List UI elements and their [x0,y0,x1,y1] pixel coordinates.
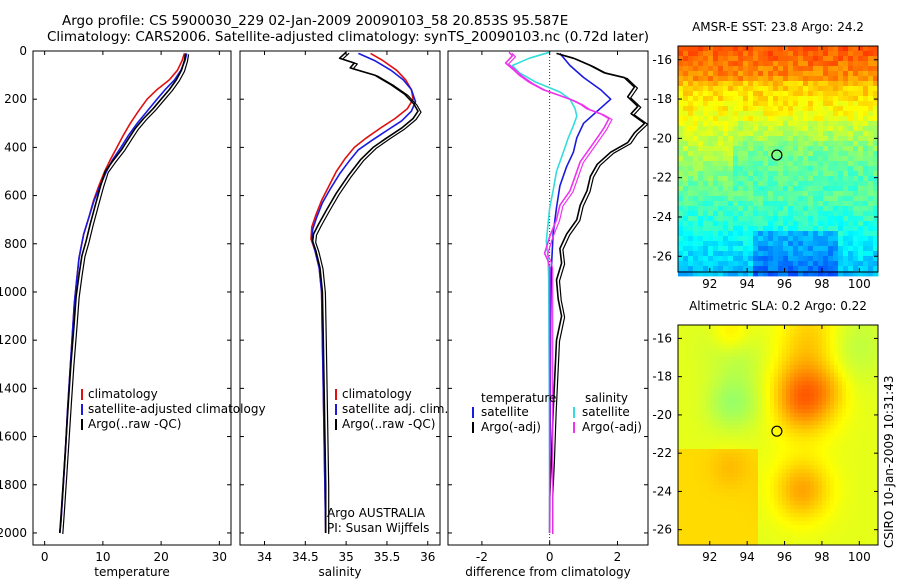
x-tick-label: 0 [41,550,49,564]
x-tick-label: 92 [702,550,717,564]
legend-entry: Argo(..raw -QC) [88,417,181,431]
chart-title-line1: Argo profile: CS 5900030_229 02-Jan-2009… [62,13,569,29]
series-line-4-dup [508,52,613,534]
x-tick-label: 30 [212,550,227,564]
chart-title-line2: Climatology: CARS2006. Satellite-adjuste… [47,29,650,45]
y-tick-label: 1600 [0,430,27,444]
legend-entry: Argo(-adj) [481,420,541,434]
map-frame [677,324,879,546]
legend-title: salinity [585,391,628,405]
x-tick-label: 2 [614,550,622,564]
series-line-2-dup [552,53,648,534]
plot-frame [447,50,649,546]
y-tick-label: 200 [4,92,27,106]
x-tick-label: 0 [546,550,554,564]
profile-panel-2: 34 34.5 35 35.5 36 salinity climatologysatelli… [239,50,448,579]
y-tick-label: -18 [652,92,672,106]
timestamp-label: CSIRO 10-Jan-2009 10:31:43 [882,375,896,548]
series-line-2 [59,53,188,534]
x-tick-label: 98 [814,277,829,291]
y-tick-label: -20 [652,408,672,422]
x-tick-label: 10 [95,550,110,564]
x-tick-label: 20 [153,550,168,564]
x-tick-label: 94 [740,277,755,291]
series-line-3-dup [62,54,190,535]
x-tick-label: 35 [338,550,353,564]
plot-frame [32,50,232,546]
series-line-1 [59,53,186,534]
y-tick-label: -22 [652,171,672,185]
y-tick-label: 2000 [0,526,27,540]
credit-text: PI: Susan Wijffels [327,521,429,535]
y-tick-label: 0 [19,44,27,58]
legend-entry: climatology [342,387,412,401]
y-tick-label: -26 [652,523,672,537]
legend-entry: satellite-adjusted climatology [88,402,266,416]
x-tick-label: 98 [814,550,829,564]
series-line-3 [511,51,578,534]
series-line-3-dup [315,52,422,534]
legend-entry: Argo(-adj) [582,420,642,434]
legend-entry: satellite adj. clim. [342,402,448,416]
series-line-2 [310,52,417,534]
y-tick-label: 800 [4,237,27,251]
profile-location-marker [771,149,783,161]
y-tick-label: -16 [652,53,672,67]
profile-panel-1: 0 10 20 30 0 200 400 600 800 1000 1200 1400 1600 1800… [0,44,266,579]
x-tick-label: 35.5 [374,550,401,564]
plot-frame [239,50,441,546]
y-tick-label: 1200 [0,333,27,347]
series-line-2 [548,52,646,533]
sst-map-panel: 92 94 96 98 100 -16 -18 -20 -22 -24 -26 AMSR-E SST:… [652,20,879,291]
map-title: Altimetric SLA: 0.2 Argo: 0.22 [689,299,867,313]
y-tick-label: 1400 [0,381,27,395]
legend-entry: climatology [88,387,158,401]
y-tick-label: -22 [652,446,672,460]
y-tick-label: -24 [652,484,672,498]
y-tick-label: 1000 [0,285,27,299]
x-axis-label: salinity [318,565,361,579]
map-frame [677,45,879,273]
x-tick-label: 94 [740,550,755,564]
x-tick-label: 96 [777,277,792,291]
legend-entry: satellite [481,405,529,419]
y-tick-label: 600 [4,189,27,203]
legend-entry: Argo(..raw -QC) [342,417,435,431]
y-tick-label: -20 [652,131,672,145]
series-line-1 [548,52,612,534]
series-line-3 [311,51,419,533]
series-line-1 [310,52,414,534]
y-tick-label: 1800 [0,478,27,492]
series-line-4 [504,51,610,533]
x-tick-label: 100 [848,277,871,291]
credit-text: Argo AUSTRALIA [327,506,426,520]
x-tick-label: 34 [257,550,272,564]
x-axis-label: temperature [94,565,169,579]
series-line-3 [59,53,187,534]
profile-location-marker [771,425,783,437]
x-tick-label: 36 [420,550,435,564]
sla-map-panel: 92 94 96 98 100 -16 -18 -20 -22 -24 -26 Altimetric … [652,299,879,564]
x-tick-label: -2 [476,550,488,564]
x-tick-label: 100 [848,550,871,564]
x-axis-label: difference from climatology [465,565,631,579]
y-tick-label: -16 [652,331,672,345]
y-tick-label: -24 [652,210,672,224]
y-tick-label: -18 [652,370,672,384]
x-tick-label: 96 [777,550,792,564]
map-title: AMSR-E SST: 23.8 Argo: 24.2 [692,20,864,34]
legend-title: temperature [481,391,556,405]
y-tick-label: -26 [652,249,672,263]
legend-entry: satellite [582,405,630,419]
x-tick-label: 92 [702,277,717,291]
x-tick-label: 34.5 [292,550,319,564]
y-tick-label: 400 [4,140,27,154]
